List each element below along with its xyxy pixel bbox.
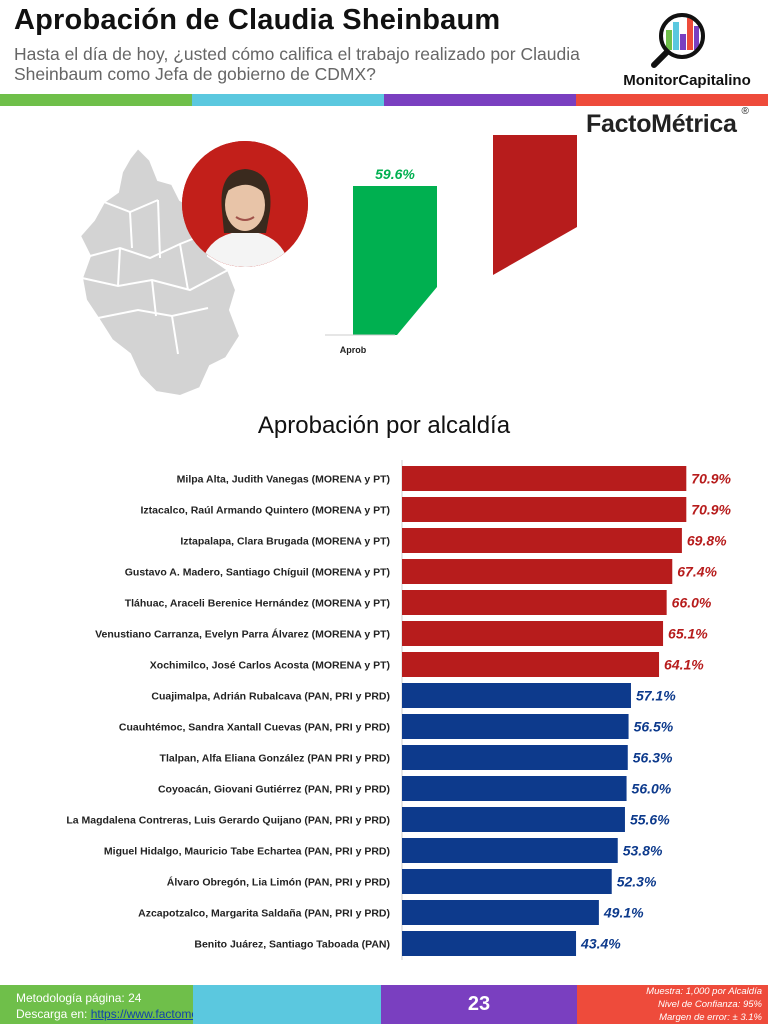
- bar-15: [402, 931, 577, 956]
- footer-purple: 23: [381, 985, 577, 1024]
- bar-value-label-15: 43.4%: [580, 936, 621, 952]
- color-stripe: [0, 94, 768, 106]
- bar-value-label-9: 56.3%: [633, 750, 673, 766]
- bar-value-label-3: 67.4%: [677, 564, 717, 580]
- methodology-note: Metodología página: 24: [16, 991, 142, 1005]
- survey-stats: Muestra: 1,000 por Alcaldía Nivel de Con…: [646, 985, 762, 1024]
- top-approval-chart: 59.6%67.7%Aprob: [325, 135, 577, 355]
- bar-category-label-5: Venustiano Carranza, Evelyn Parra Álvare…: [95, 628, 390, 641]
- bar-category-label-15: Benito Juárez, Santiago Taboada (PAN): [194, 939, 390, 951]
- top-bar-1: [493, 135, 577, 275]
- bar-5: [402, 621, 664, 646]
- page-title: Aprobación de Claudia Sheinbaum: [14, 4, 501, 36]
- bar-category-label-13: Álvaro Obregón, Lia Limón (PAN, PRI y PR…: [167, 876, 390, 889]
- stripe-red: [576, 94, 768, 106]
- bar-8: [402, 714, 629, 739]
- footer: Metodología página: 24 Descarga en: http…: [0, 985, 768, 1024]
- section-title: Aprobación por alcaldía: [257, 412, 511, 439]
- bar-category-label-2: Iztapalapa, Clara Brugada (MORENA y PT): [180, 536, 390, 548]
- bar-13: [402, 869, 612, 894]
- bar-category-label-6: Xochimilco, José Carlos Acosta (MORENA y…: [150, 660, 390, 672]
- bar-value-label-11: 55.6%: [630, 812, 670, 828]
- factometrica-logo: FactoMétrica ®: [586, 106, 749, 139]
- stripe-green: [0, 94, 192, 106]
- bar-category-label-0: Milpa Alta, Judith Vanegas (MORENA y PT): [177, 474, 390, 486]
- bar-value-label-1: 70.9%: [691, 502, 731, 518]
- bar-category-label-11: La Magdalena Contreras, Luis Gerardo Qui…: [66, 815, 390, 827]
- bar-7: [402, 683, 631, 708]
- page-number: 23: [467, 993, 491, 1015]
- bar-10: [402, 776, 627, 801]
- bar-category-label-14: Azcapotzalco, Margarita Saldaña (PAN, PR…: [138, 908, 390, 920]
- download-label: Descarga en:: [16, 1007, 88, 1021]
- bar-value-label-0: 70.9%: [691, 471, 731, 487]
- top-bar-0: [353, 186, 437, 335]
- person-icon: [182, 141, 308, 267]
- bar-12: [402, 838, 618, 863]
- portrait-photo: [182, 141, 308, 267]
- bar-6: [402, 652, 660, 677]
- bar-value-label-10: 56.0%: [632, 781, 672, 797]
- top-category-label-0: Aprob: [340, 345, 367, 355]
- bar-1: [402, 497, 687, 522]
- bar-category-label-8: Cuauhtémoc, Sandra Xantall Cuevas (PAN, …: [119, 722, 390, 734]
- stripe-purple: [384, 94, 576, 106]
- bar-0: [402, 466, 687, 491]
- footer-red: Muestra: 1,000 por Alcaldía Nivel de Con…: [577, 985, 768, 1024]
- stripe-cyan: [192, 94, 384, 106]
- bar-value-label-8: 56.5%: [634, 719, 674, 735]
- bar-value-label-13: 52.3%: [617, 874, 657, 890]
- bar-category-label-4: Tláhuac, Araceli Berenice Hernández (MOR…: [125, 598, 390, 610]
- bar-4: [402, 590, 667, 615]
- sample-size: Muestra: 1,000 por Alcaldía: [646, 986, 762, 997]
- bar-9: [402, 745, 628, 770]
- bar-value-label-4: 66.0%: [672, 595, 712, 611]
- bar-3: [402, 559, 673, 584]
- bar-category-label-3: Gustavo A. Madero, Santiago Chíguil (MOR…: [125, 567, 390, 579]
- bar-category-label-7: Cuajimalpa, Adrián Rubalcava (PAN, PRI y…: [151, 691, 390, 703]
- bar-2: [402, 528, 682, 553]
- bar-category-label-10: Coyoacán, Giovani Gutiérrez (PAN, PRI y …: [158, 784, 390, 796]
- top-value-label-0: 59.6%: [375, 166, 415, 182]
- error-margin: Margen de error: ± 3.1%: [659, 1012, 762, 1023]
- bar-value-label-7: 57.1%: [636, 688, 676, 704]
- bar-value-label-14: 49.1%: [603, 905, 644, 921]
- monitor-capitalino-logo-icon: [651, 13, 705, 68]
- bar-14: [402, 900, 599, 925]
- factometrica-text: FactoMétrica: [586, 110, 737, 138]
- bar-value-label-6: 64.1%: [664, 657, 704, 673]
- alcaldia-bar-chart: Milpa Alta, Judith Vanegas (MORENA y PT)…: [66, 460, 732, 960]
- registered-mark: ®: [741, 106, 749, 117]
- bar-category-label-9: Tlalpan, Alfa Eliana González (PAN PRI y…: [160, 753, 390, 765]
- bar-11: [402, 807, 625, 832]
- footer-cyan: [193, 985, 381, 1024]
- footer-green: Metodología página: 24 Descarga en: http…: [0, 985, 247, 1024]
- confidence-level: Nivel de Confianza: 95%: [657, 999, 762, 1010]
- page-subtitle: Hasta el día de hoy, ¿usted cómo calific…: [14, 44, 580, 84]
- bar-value-label-5: 65.1%: [668, 626, 708, 642]
- bar-value-label-12: 53.8%: [623, 843, 663, 859]
- bar-value-label-2: 69.8%: [687, 533, 727, 549]
- bar-category-label-1: Iztacalco, Raúl Armando Quintero (MORENA…: [141, 505, 391, 517]
- brand-name: MonitorCapitalino: [623, 72, 751, 89]
- bar-category-label-12: Miguel Hidalgo, Mauricio Tabe Echartea (…: [104, 846, 390, 858]
